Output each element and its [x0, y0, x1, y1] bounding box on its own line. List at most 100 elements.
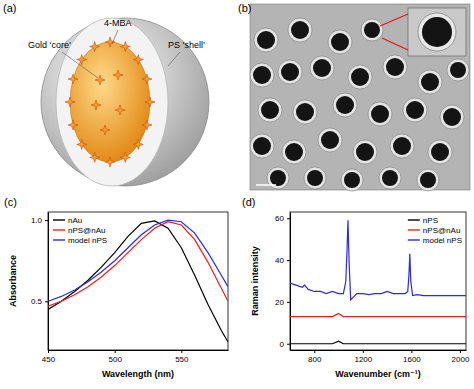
particle-shell [447, 59, 469, 81]
y-tick: 0.5 [31, 297, 48, 306]
particle-core [281, 63, 299, 81]
panel-label: (b) [238, 2, 251, 14]
legend-swatch [408, 219, 420, 220]
x-tick-mark [314, 350, 315, 353]
x-tick-label: 500 [108, 355, 122, 364]
particle-shell [383, 55, 407, 79]
particle-core [420, 172, 436, 188]
x-tick: 800 [308, 350, 322, 364]
pointer [62, 52, 98, 78]
x-tick-mark [363, 350, 364, 353]
y-tick: 1.0 [31, 216, 48, 225]
particle-core [296, 103, 314, 121]
mba-molecule [77, 55, 87, 65]
legend-swatch [408, 239, 420, 240]
figure: (a)Gold ‘core’4-MBAPS ‘shell’(b)45050055… [0, 0, 474, 389]
y-axis: 0204060 [275, 213, 290, 351]
shell-label: PS ‘shell’ [168, 40, 205, 50]
mba-molecule [95, 75, 105, 85]
y-axis-line [48, 213, 49, 351]
x-tick: 500 [108, 350, 122, 364]
gold-core [70, 42, 150, 162]
y-axis: 0.5 1.0 [31, 213, 49, 351]
particle-core [331, 33, 349, 51]
legend-entry: nPS [408, 216, 438, 225]
mba-molecule [90, 42, 100, 52]
particle-core [351, 68, 369, 86]
particle-shell [348, 65, 372, 89]
particle-shell [254, 28, 278, 52]
x-tick-label: 800 [308, 355, 322, 364]
particle-shell [428, 140, 452, 164]
legend-swatch [53, 219, 65, 220]
chart-panel: 8001200160020000204060Wavenumber (cm⁻¹)R… [242, 196, 470, 379]
particle-core [313, 59, 331, 77]
legend-label: nPS [423, 216, 438, 225]
inset-shell [418, 13, 456, 51]
x-tick: 1200 [354, 350, 372, 364]
x-tick-mark [181, 350, 182, 353]
panel-label: (c) [4, 196, 17, 208]
mba-molecule [120, 152, 130, 162]
panel-label: (d) [242, 196, 255, 208]
panel-b: (b) [238, 2, 470, 191]
particle-shell [250, 134, 274, 158]
panel-label: (a) [3, 2, 16, 14]
particle-core [336, 96, 354, 114]
particle-shell [403, 98, 427, 122]
x-tick-label: 550 [175, 355, 189, 364]
x-tick-label: 450 [42, 355, 56, 364]
y-axis-title: Raman intensity [250, 246, 260, 316]
x-axis: 800120016002000 [291, 350, 470, 364]
particle-shell [282, 140, 306, 164]
y-tick-label: 20 [275, 298, 284, 307]
y-axis-title: Absorbance [8, 255, 18, 307]
x-tick: 2000 [452, 350, 470, 364]
particle-shell [440, 105, 464, 129]
mba-molecule [142, 74, 152, 84]
pointer [168, 52, 180, 66]
particle-core [257, 31, 275, 49]
plot-frame [48, 212, 228, 350]
particle-shell [304, 167, 326, 189]
mba-molecule [142, 120, 152, 130]
mba-molecule [120, 42, 130, 52]
mba-molecule [65, 97, 75, 107]
particle-shell [328, 30, 352, 54]
y-tick: 20 [275, 298, 290, 307]
x-tick: 550 [175, 350, 189, 364]
x-axis-line [49, 350, 229, 351]
y-tick: 0 [280, 340, 290, 349]
particle-shell [379, 167, 401, 189]
y-tick-label: 0.5 [31, 297, 43, 306]
mba-molecule [100, 125, 110, 135]
particle-core [344, 172, 360, 188]
y-tick-label: 60 [275, 214, 284, 223]
x-axis-title: Wavelength (nm) [102, 369, 174, 379]
y-tick-mark [287, 344, 290, 345]
mba-molecule [105, 157, 115, 167]
legend-entry: model nPS [53, 236, 107, 245]
mba-molecule [68, 74, 78, 84]
y-tick-label: 0 [280, 340, 285, 349]
particle-core [371, 105, 389, 123]
y-tick: 60 [275, 214, 290, 223]
legend-label: model nPS [423, 236, 462, 245]
particle-core [443, 108, 461, 126]
tem-image [250, 4, 470, 190]
particle-core [307, 170, 323, 186]
mba-molecule [145, 97, 155, 107]
legend-entry: model nPS [408, 236, 462, 245]
arrow [382, 38, 408, 50]
core-label: Gold ‘core’ [28, 40, 71, 50]
particle-core [364, 22, 380, 38]
particle-core [382, 170, 398, 186]
cut-plane [56, 18, 168, 186]
particle-core [406, 101, 424, 119]
series-line [290, 220, 466, 299]
particle-shell [417, 169, 439, 191]
x-tick-mark [460, 350, 461, 353]
y-tick-mark [287, 302, 290, 303]
pointer [112, 30, 118, 44]
y-axis-line [290, 213, 291, 351]
